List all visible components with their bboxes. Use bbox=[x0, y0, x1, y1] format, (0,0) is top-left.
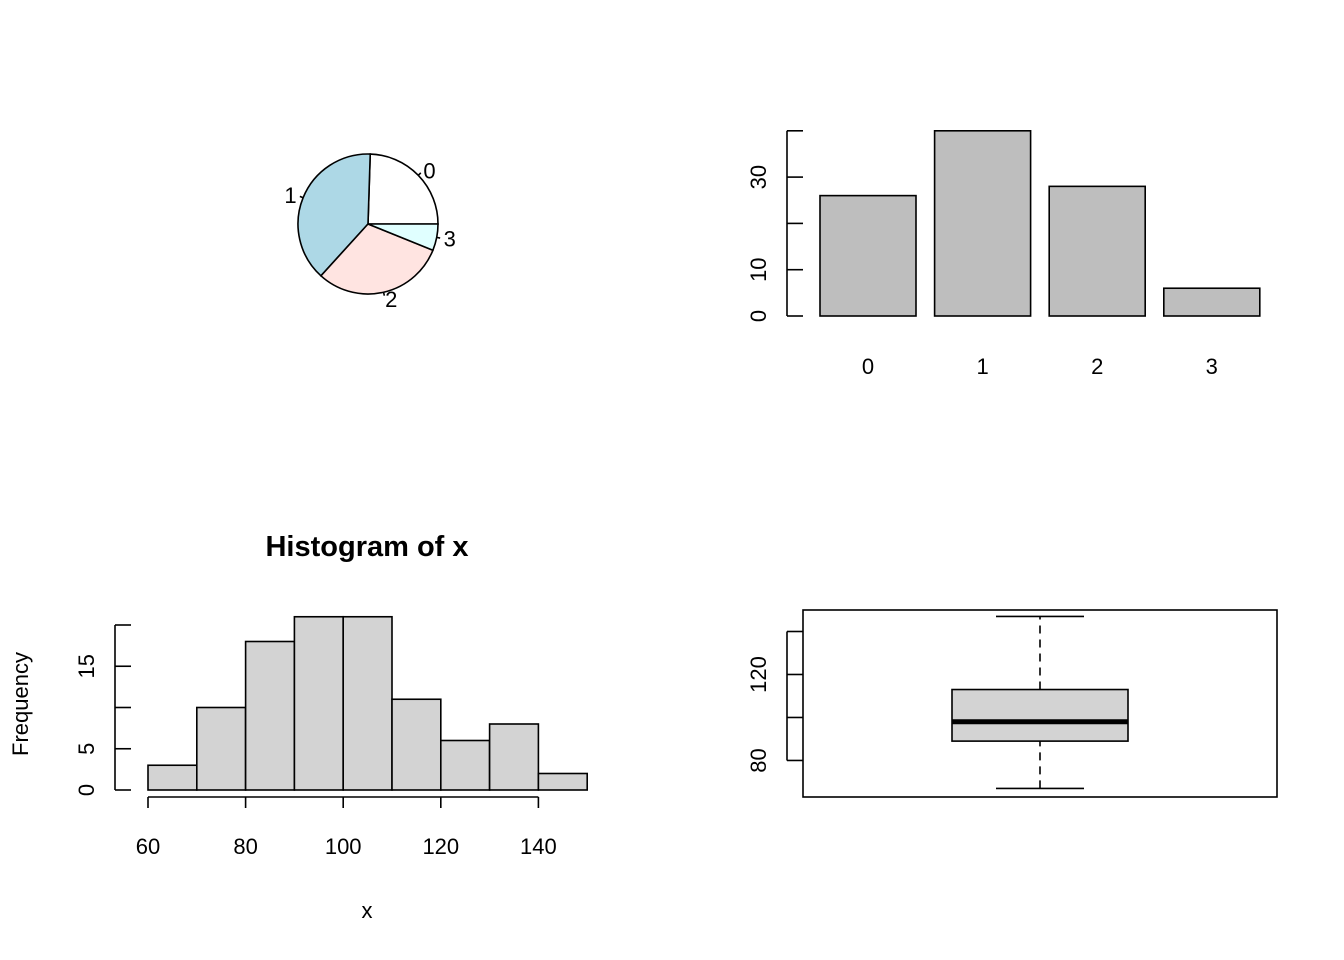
histogram-x-tick-label: 80 bbox=[233, 834, 257, 859]
histogram-x-tick-label: 140 bbox=[520, 834, 557, 859]
histogram-y-tick-label: 0 bbox=[74, 784, 99, 796]
boxplot-y-tick-label: 80 bbox=[746, 748, 771, 772]
histogram-bar bbox=[439, 739, 491, 791]
pie-slice-3 bbox=[367, 223, 439, 252]
pie-chart: 0 1 2 3 bbox=[284, 153, 456, 312]
pie-label-1: 1 bbox=[284, 183, 296, 208]
histogram-y-tick-label: 15 bbox=[74, 654, 99, 678]
histogram-bar bbox=[391, 698, 442, 791]
histogram-bar bbox=[342, 615, 393, 791]
histogram-bar bbox=[488, 723, 540, 791]
histogram-bar bbox=[244, 640, 296, 791]
bar-category-label-1: 1 bbox=[976, 354, 988, 379]
histogram-bar bbox=[293, 615, 344, 791]
pie-label-2: 2 bbox=[385, 287, 397, 312]
pie-label-leader-0 bbox=[417, 172, 422, 176]
pie-slice-2 bbox=[319, 223, 434, 295]
histogram-x-tick-label: 100 bbox=[325, 834, 362, 859]
bar-3 bbox=[1163, 287, 1261, 317]
bar-y-tick-label: 30 bbox=[746, 165, 771, 189]
bar-0 bbox=[819, 194, 917, 317]
pie-label-0: 0 bbox=[423, 158, 435, 183]
histogram-x-tick-label: 120 bbox=[422, 834, 459, 859]
histogram: Histogram of x x Frequency 60 80 100 120 140… bbox=[8, 531, 589, 923]
pie-label-leader-1 bbox=[299, 195, 304, 199]
bar-category-label-3: 3 bbox=[1206, 354, 1218, 379]
bar-2 bbox=[1048, 185, 1146, 317]
boxplot-box bbox=[951, 688, 1129, 742]
pie-slice-1 bbox=[297, 153, 372, 277]
pie-label-leader-2 bbox=[382, 292, 386, 296]
boxplot-y-tick-label: 120 bbox=[746, 656, 771, 693]
bar-category-label-0: 0 bbox=[862, 354, 874, 379]
histogram-bar bbox=[537, 772, 589, 791]
pie-slice-0 bbox=[367, 153, 439, 225]
bar-1 bbox=[933, 130, 1032, 317]
histogram-y-axis-title: Frequency bbox=[8, 652, 33, 756]
histogram-x-tick-label: 60 bbox=[136, 834, 160, 859]
histogram-bar bbox=[147, 764, 198, 791]
histogram-bar bbox=[196, 706, 247, 791]
histogram-y-tick-label: 5 bbox=[74, 743, 99, 755]
boxplot: 80 120 bbox=[746, 609, 1278, 798]
pie-label-leader-3 bbox=[436, 236, 441, 239]
histogram-title: Histogram of x bbox=[265, 531, 468, 563]
bar-category-label-2: 2 bbox=[1091, 354, 1103, 379]
pie-label-3: 3 bbox=[444, 227, 456, 252]
histogram-x-axis-title: x bbox=[362, 898, 373, 923]
bar-y-tick-label: 0 bbox=[746, 310, 771, 322]
bar-y-tick-label: 10 bbox=[746, 257, 771, 281]
boxplot-frame bbox=[802, 609, 1278, 798]
